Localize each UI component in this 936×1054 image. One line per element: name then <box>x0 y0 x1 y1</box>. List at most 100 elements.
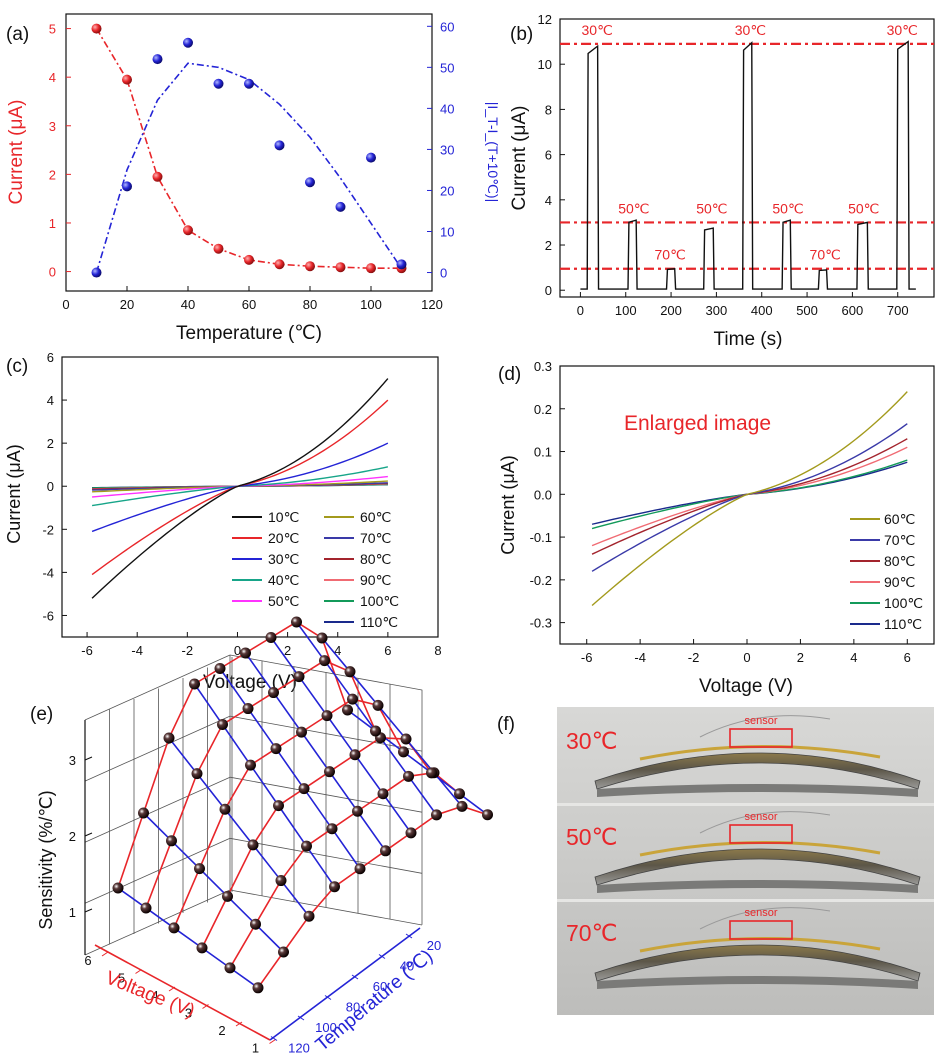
panel-c-xtick-label: -4 <box>131 643 143 658</box>
panel-d-curve <box>591 423 908 572</box>
panel-c-xtick-label: -6 <box>81 643 93 658</box>
panel-e-data-ball <box>112 882 124 894</box>
panel-a-y2tick-label: 60 <box>440 19 454 34</box>
panel-b-current-trace <box>580 40 916 290</box>
panel-e-temperature-tick-label: 80 <box>346 1000 360 1015</box>
panel-e-voltage-tick-label: 1 <box>252 1041 259 1054</box>
panel-a-y2tick-label: 10 <box>440 224 454 239</box>
panel-a-blue-point <box>91 267 102 278</box>
panel-a-y2tick-label: 50 <box>440 60 454 75</box>
panel-e-blue-mesh-line <box>295 621 438 816</box>
photo-strip-base <box>597 976 918 989</box>
panel-e-data-ball <box>454 788 465 800</box>
panel-b-xtick-label: 600 <box>842 303 864 318</box>
panel-e-grid-line <box>84 654 231 721</box>
panel-d-xtick-label: -2 <box>688 650 700 665</box>
panel-b-ytick-label: 10 <box>538 57 552 72</box>
panel-b-temperature-label: 30℃ <box>582 22 613 38</box>
panel-e-voltage-tick-label: 3 <box>185 1006 192 1021</box>
photo-strip-base <box>597 880 918 893</box>
photo-wire <box>699 907 831 930</box>
panel-e-voltage-tick-label: 2 <box>218 1023 225 1038</box>
panel-e-data-ball <box>194 863 205 875</box>
panel-e-data-ball <box>326 823 338 835</box>
panel-d-label: (d) <box>498 364 521 385</box>
panel-e-grid-line <box>84 776 231 843</box>
panel-c-legend-label: 80℃ <box>360 551 391 567</box>
photo-sensor-label: sensor <box>744 811 777 823</box>
panel-f-label: (f) <box>497 714 515 735</box>
panel-c-xtick-label: 0 <box>234 643 241 658</box>
panel-d: (d) -6 -4 -2 0 2 4 6 -0.3 -0.2 -0.1 0.0 0.1 0.2 0.3 60… <box>498 359 935 697</box>
panel-a-red-point <box>244 254 254 265</box>
panel-d-ytick-label: -0.1 <box>530 530 552 545</box>
panel-e-data-ball <box>168 922 180 934</box>
panel-a-y2tick-label: 20 <box>440 183 454 198</box>
panel-a-red-point <box>274 259 285 270</box>
panel-a-blue-fit <box>95 62 403 273</box>
panel-e-ztick-label: 3 <box>69 753 76 768</box>
panel-e-red-mesh-line <box>201 736 433 949</box>
panel-b-temperature-label: 50℃ <box>618 200 649 216</box>
panel-e-blue-mesh-line <box>347 709 488 816</box>
panel-e-data-ball <box>250 918 261 930</box>
panel-e-data-ball <box>321 710 333 722</box>
panel-c-legend-label: 70℃ <box>360 530 391 546</box>
panel-b-xtick-label: 0 <box>577 303 584 318</box>
panel-e-data-ball <box>344 666 356 678</box>
panel-e-voltage-tick-label: 6 <box>84 953 91 968</box>
panel-e-red-mesh-line <box>229 771 461 969</box>
photo-divider-1 <box>557 803 934 806</box>
panel-a-ytick-label: 1 <box>49 216 56 231</box>
panel-a-xtick-label: 100 <box>360 297 382 312</box>
panel-d-legend-label: 70℃ <box>884 532 915 548</box>
panel-e-data-ball <box>219 803 231 815</box>
panel-b-temperature-label: 70℃ <box>810 247 841 263</box>
panel-d-xtick-label: 4 <box>850 650 857 665</box>
panel-c-ytick-label: 0 <box>47 479 54 494</box>
panel-e-data-ball <box>217 719 228 731</box>
panel-e-data-ball <box>265 632 277 643</box>
panel-e-data-ball <box>372 699 384 711</box>
panel-c-ytick-label: -4 <box>42 565 54 580</box>
panel-e-data-ball <box>247 839 259 851</box>
panel-e-data-ball <box>222 890 233 902</box>
panel-e-data-ball <box>398 746 409 758</box>
panel-c-xtick-label: 4 <box>334 643 341 658</box>
panel-e-ztick-label: 1 <box>69 905 76 920</box>
panel-b-ytick-label: 12 <box>538 12 552 27</box>
panel-c-legend-label: 10℃ <box>268 509 299 525</box>
panel-b-temperature-label: 70℃ <box>655 247 686 263</box>
panel-d-ytick-label: 0.2 <box>534 402 552 417</box>
panel-b-temperature-label: 30℃ <box>887 22 918 38</box>
panel-b-xtick-label: 700 <box>887 303 909 318</box>
panel-a-ytick-label: 5 <box>49 22 56 37</box>
panel-e-data-ball <box>370 725 381 737</box>
panel-c-legend-label: 100℃ <box>360 593 399 609</box>
panel-a-blue-point <box>366 152 376 163</box>
panel-a-xtick-label: 80 <box>303 297 317 312</box>
panel-d-curve <box>591 438 908 555</box>
panel-d-ytick-label: 0.1 <box>534 445 552 460</box>
panel-d-legend-label: 80℃ <box>884 553 915 569</box>
panel-b-label: (b) <box>510 24 533 45</box>
panel-e-data-ball <box>347 693 358 705</box>
panel-c-xtick-label: 2 <box>284 643 291 658</box>
panel-c-xtick-label: 6 <box>384 643 391 658</box>
panel-e-data-ball <box>268 687 279 699</box>
photo-wire <box>699 811 831 834</box>
panel-a-blue-point <box>152 54 163 65</box>
panel-b-ytick-label: 6 <box>545 148 552 163</box>
panel-c-ytick-label: 6 <box>47 350 54 365</box>
panel-e-data-ball <box>482 809 493 821</box>
panel-e-voltage-tick-label: 4 <box>151 988 158 1003</box>
panel-c-legend-label: 110℃ <box>360 614 398 630</box>
panel-c: (c) -6 -4 -2 0 2 4 6 8 -6 -4 -2 0 2 4 6 10℃ 20℃ 30℃ 40℃ 50℃… <box>4 350 442 693</box>
panel-e-data-ball <box>270 743 282 755</box>
panel-e-temperature-tick <box>351 974 359 980</box>
panel-e-data-ball <box>377 788 389 800</box>
panel-a-xtick-label: 40 <box>181 297 195 312</box>
panel-d-annotation: Enlarged image <box>624 412 771 435</box>
panel-e-blue-mesh-line <box>117 887 259 989</box>
